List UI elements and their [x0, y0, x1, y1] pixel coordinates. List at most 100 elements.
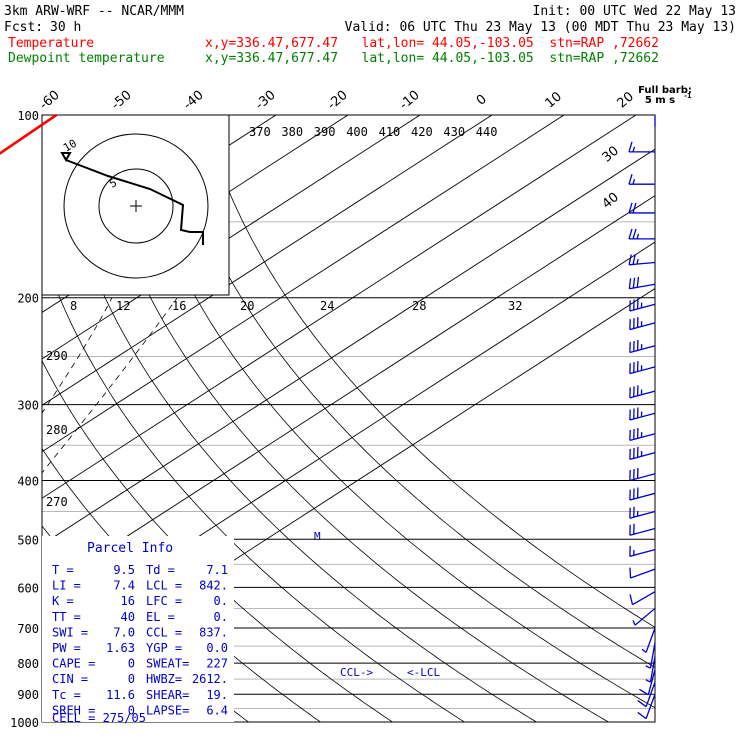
pressure-tick-label: 400 — [17, 474, 39, 488]
hodograph-ring — [63, 133, 209, 279]
wind-barb-flag — [632, 277, 636, 289]
parcel-info-label: K = — [52, 594, 74, 608]
wind-barb — [629, 317, 656, 331]
legend-temperature-location: x,y=336.47,677.47 lat,lon= 44.05,-103.05… — [205, 36, 659, 51]
pressure-tick-label: 600 — [17, 581, 39, 595]
pressure-tick-label: 900 — [17, 688, 39, 702]
wind-barb — [629, 523, 656, 536]
wind-barb — [629, 545, 656, 557]
parcel-info-value: 11.6 — [106, 688, 135, 702]
hodo-speed-label: 16 — [172, 299, 186, 313]
dry-adiabat — [202, 115, 655, 628]
isotherm — [42, 195, 655, 592]
parcel-info-value: 40 — [121, 610, 135, 624]
thetae-tick-label: 380 — [281, 125, 303, 139]
wind-barb — [629, 487, 656, 501]
wind-barb-flag — [632, 254, 636, 265]
wind-barb — [637, 694, 656, 720]
parcel-info-value: 0.0 — [206, 641, 228, 655]
parcel-info-label: T = — [52, 563, 74, 577]
hodograph-trace — [60, 152, 204, 245]
thetae-tick-label: 370 — [249, 125, 271, 139]
hodo-speed-label: 32 — [508, 299, 522, 313]
wind-barb — [629, 339, 656, 354]
wind-barb-staff — [634, 607, 656, 626]
parcel-info-label: SWEAT= — [146, 657, 189, 671]
isotherm-tick-label: -40 — [181, 88, 207, 113]
parcel-info-label: SWI = — [52, 625, 88, 639]
wind-barb — [628, 254, 656, 266]
wind-barb-staff — [645, 694, 656, 719]
wind-barb-flag — [632, 202, 637, 214]
isotherm-tick-label: -10 — [397, 88, 423, 113]
hodograph: 510 — [41, 114, 230, 296]
parcel-info-label: PW = — [52, 641, 81, 655]
wind-barb-flag — [628, 141, 633, 153]
wind-barb — [629, 591, 656, 606]
parcel-info-value: 6.4 — [206, 703, 228, 717]
wind-barb — [629, 298, 656, 312]
wind-barb-staff — [645, 682, 656, 707]
parcel-info-value: 7.4 — [113, 579, 135, 593]
parcel-info-value: 0 — [128, 703, 135, 717]
wind-barb — [628, 228, 655, 240]
wind-barb — [629, 385, 656, 399]
wind-barb-flag — [637, 711, 647, 720]
theta-tick-label: 290 — [46, 349, 68, 363]
ccl-marker: CCL-> — [340, 666, 373, 679]
lcl-marker: <-LCL — [407, 666, 440, 679]
wind-barb — [629, 361, 656, 375]
pressure-tick-label: 1000 — [10, 716, 39, 730]
wind-barb — [637, 682, 656, 708]
parcel-info-label: CIN = — [52, 672, 88, 686]
parcel-info-value: 842. — [199, 579, 228, 593]
legend-temperature: Temperature — [8, 36, 94, 51]
wind-barb-flag — [628, 202, 633, 214]
parcel-info-value: 7.0 — [113, 625, 135, 639]
pressure-tick-label: 100 — [17, 109, 39, 123]
hodograph-ring — [98, 168, 174, 244]
pressure-tick-label: 700 — [17, 622, 39, 636]
parcel-info-label: SREH = — [52, 703, 95, 717]
parcel-info-label: LAPSE= — [146, 703, 189, 717]
parcel-info-rows: T = 9.5 Td = 7.1 LI = 7.4 LCL = 842. K = 16 LFC = 0… — [52, 563, 228, 717]
wind-barb — [641, 627, 656, 653]
dry-adiabat — [52, 115, 537, 722]
legend-dewpoint-location: x,y=336.47,677.47 lat,lon= 44.05,-103.05… — [205, 51, 659, 66]
wind-barb-flag — [639, 688, 649, 696]
parcel-info-label: LI = — [52, 579, 81, 593]
parcel-info-label: TT = — [52, 610, 81, 624]
wind-barb-flag — [629, 594, 634, 605]
isotherm — [42, 115, 493, 406]
wind-barb-staff — [632, 591, 656, 606]
isotherm-tick-label: -20 — [325, 88, 351, 113]
full-barb-units-exponent: -1 — [684, 92, 692, 100]
forecast-label: Fcst: — [4, 20, 43, 35]
isotherm-tick-label: 20 — [615, 89, 637, 111]
hodo-speed-label: 8 — [70, 299, 77, 313]
pressure-tick-label: 300 — [17, 399, 39, 413]
parcel-info-background — [42, 536, 234, 722]
parcel-info-value: 2612. — [192, 672, 228, 686]
theta-tick-label: 280 — [46, 423, 68, 437]
init-time: Init: 00 UTC Wed 22 May 13 — [533, 4, 737, 19]
parcel-info-value: 16 — [121, 594, 135, 608]
wind-barb — [645, 642, 656, 669]
wind-barb — [629, 567, 656, 579]
plot-frame — [41, 114, 656, 723]
dry-adiabat — [90, 115, 609, 722]
wind-barb-staff — [647, 669, 656, 695]
wind-barb-title: Full barb: 5 m s -1 — [638, 85, 692, 106]
wind-barbs — [628, 115, 656, 720]
wind-barb — [628, 202, 655, 214]
wind-barb — [639, 669, 656, 696]
wind-barb-staff — [630, 568, 656, 579]
parcel-info-panel: Parcel Info T = 9.5 Td = 7.1 LI = 7.4 LCL = 842… — [42, 536, 234, 725]
parcel-info-label: Td = — [146, 563, 175, 577]
wind-barb-half-flag — [632, 178, 636, 185]
parcel-info-title: Parcel Info — [87, 541, 173, 556]
pressure-tick-label: 800 — [17, 657, 39, 671]
thetae-tick-label: 420 — [411, 125, 433, 139]
hodo-speed-label: 20 — [240, 299, 254, 313]
full-barb-units: 5 m s — [645, 95, 675, 106]
